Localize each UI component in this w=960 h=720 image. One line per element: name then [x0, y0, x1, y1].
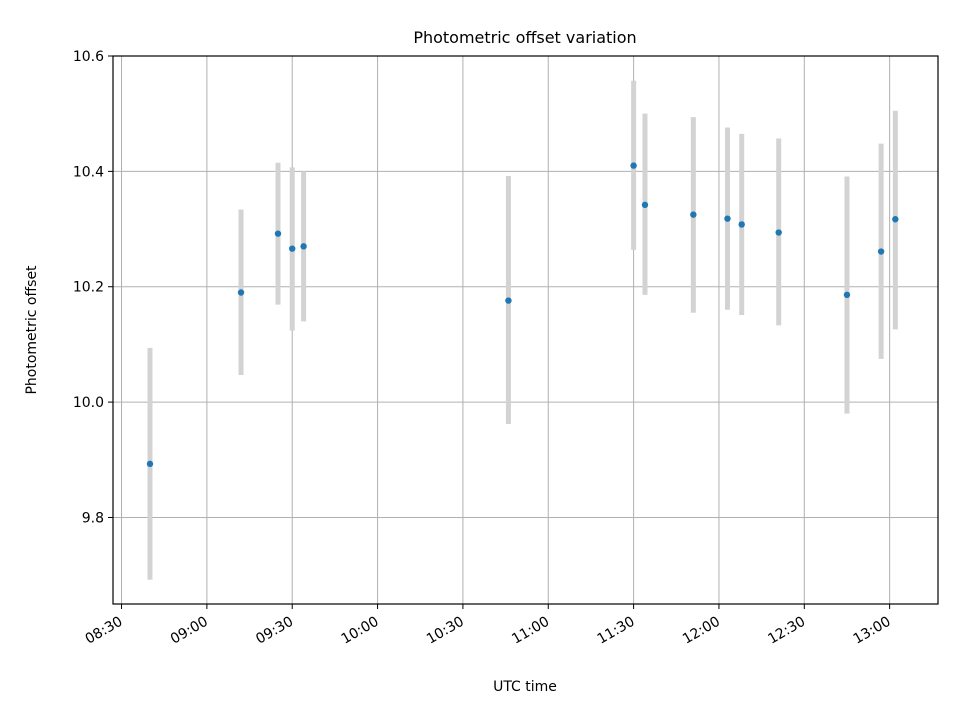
- grid: [113, 55, 938, 604]
- data-point: [843, 291, 851, 299]
- data-point: [505, 297, 512, 304]
- data-point: [300, 243, 307, 250]
- chart-title: Photometric offset variation: [413, 28, 636, 47]
- data-points: [146, 162, 899, 468]
- data-point: [237, 289, 245, 296]
- data-point: [146, 460, 154, 468]
- data-point: [775, 229, 782, 236]
- y-tick-label: 9.8: [82, 510, 104, 526]
- data-point: [274, 230, 282, 237]
- data-point: [877, 248, 885, 255]
- data-point: [289, 245, 296, 252]
- y-tick-label: 10.6: [73, 49, 104, 65]
- data-point: [641, 201, 649, 209]
- y-tick-label: 10.2: [73, 280, 104, 296]
- data-point: [724, 215, 731, 222]
- data-point: [892, 216, 899, 223]
- x-axis-label: UTC time: [493, 679, 557, 695]
- data-point: [690, 211, 697, 218]
- y-tick-label: 10.4: [73, 164, 104, 180]
- y-axis-label: Photometric offset: [24, 265, 40, 395]
- y-tick-label: 10.0: [73, 395, 104, 411]
- y-axis-ticks: 9.8 10.0 10.2 10.4 10.6: [73, 49, 113, 526]
- data-point: [630, 162, 637, 169]
- plot-frame: [112, 55, 939, 605]
- data-point: [738, 221, 745, 228]
